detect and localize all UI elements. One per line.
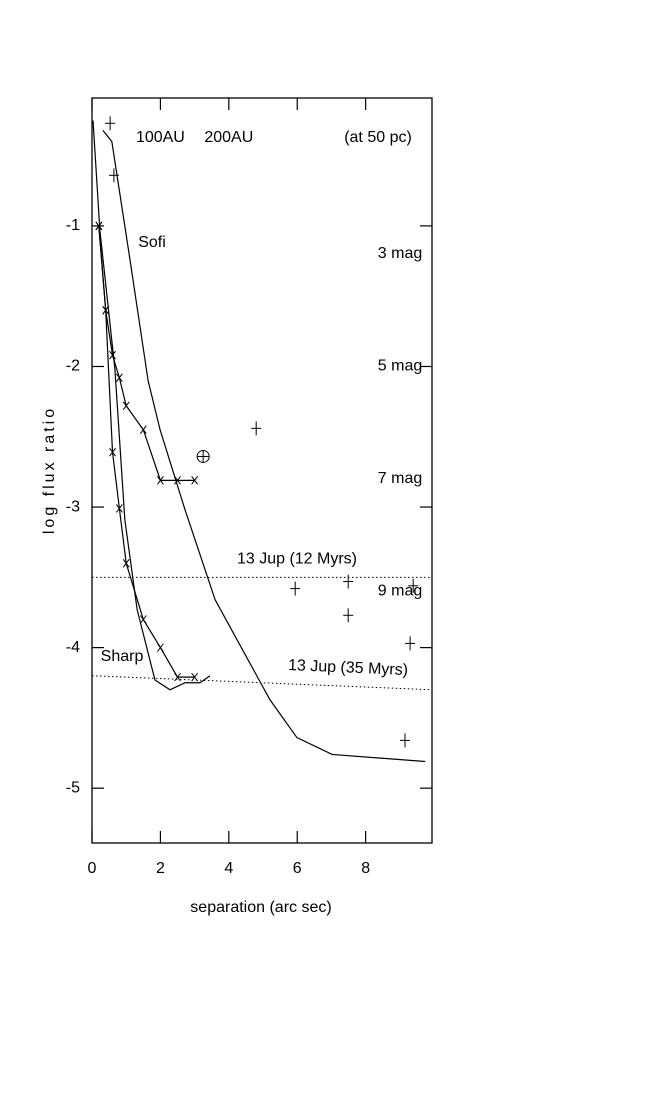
mag-label: 9 mag — [378, 583, 422, 600]
reference-line — [91, 675, 433, 691]
companion-point — [343, 608, 354, 623]
x-tick-label: 4 — [224, 860, 233, 877]
mag-label: 7 mag — [378, 470, 422, 487]
companion-point — [105, 116, 116, 131]
y-axis-label: log flux ratio — [41, 406, 58, 534]
marker — [174, 476, 181, 485]
companion-point — [343, 574, 354, 589]
marker — [109, 350, 116, 360]
mag-label: 3 mag — [378, 245, 422, 262]
marker — [157, 476, 164, 485]
y-tick-label: -3 — [66, 498, 80, 515]
reference-label: 13 Jup (12 Myrs) — [237, 551, 357, 568]
x-tick-label: 2 — [156, 860, 165, 877]
y-tick-label: -1 — [66, 217, 80, 234]
curve-label: Sharp — [101, 648, 144, 665]
marker — [139, 615, 147, 624]
companion-point — [408, 578, 419, 593]
reference-label: 13 Jup (35 Myrs) — [288, 657, 409, 679]
marker — [115, 373, 123, 383]
marker — [109, 447, 116, 457]
curve-label: Sofi — [138, 234, 166, 251]
marker — [139, 425, 147, 435]
top-tick-label: 200AU — [204, 129, 253, 146]
companion-point — [290, 581, 301, 596]
plot-frame — [91, 97, 433, 844]
marker — [115, 504, 123, 513]
y-tick-label: -5 — [66, 779, 80, 796]
marker — [122, 558, 130, 568]
series-line — [92, 120, 211, 691]
note: (at 50 pc) — [344, 129, 412, 146]
y-tick-label: -2 — [66, 358, 80, 375]
companion-point — [108, 168, 119, 183]
series-line — [102, 129, 426, 763]
companion-point — [405, 636, 416, 651]
marker — [191, 476, 199, 485]
marker — [157, 643, 164, 652]
marker — [174, 672, 181, 682]
companion-point — [251, 421, 262, 436]
x-tick-label: 0 — [88, 860, 97, 877]
marker — [95, 221, 103, 231]
y-tick-label: -4 — [66, 639, 80, 656]
mag-label: 5 mag — [378, 358, 422, 375]
circled-point — [196, 449, 210, 463]
companion-point — [399, 733, 410, 748]
x-tick-label: 8 — [361, 860, 370, 877]
top-tick-label: 100AU — [136, 129, 185, 146]
marker — [191, 672, 199, 682]
x-axis-label: separation (arc sec) — [190, 899, 331, 916]
x-tick-label: 6 — [293, 860, 302, 877]
marker — [122, 401, 130, 411]
